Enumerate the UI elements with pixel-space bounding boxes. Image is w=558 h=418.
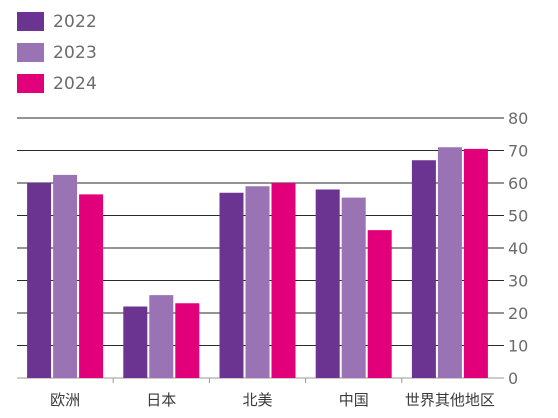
bar-2024-3 bbox=[367, 230, 392, 378]
legend-swatch-2023 bbox=[17, 43, 44, 62]
y-tick-label: 70 bbox=[508, 142, 528, 161]
bar-2023-1 bbox=[149, 295, 174, 378]
legend-label-2023: 2023 bbox=[53, 42, 98, 63]
x-category-label: 欧洲 bbox=[50, 391, 80, 409]
bar-2024-4 bbox=[463, 148, 488, 378]
bar-2022-0 bbox=[27, 183, 52, 378]
y-tick-label: 50 bbox=[508, 207, 528, 226]
legend-swatch-2022 bbox=[17, 12, 44, 31]
y-tick-label: 30 bbox=[508, 272, 528, 291]
bar-2022-4 bbox=[411, 160, 436, 378]
legend-label-2022: 2022 bbox=[53, 11, 98, 32]
y-tick-label: 10 bbox=[508, 337, 528, 356]
y-tick-label: 80 bbox=[508, 109, 528, 128]
bar-2022-2 bbox=[219, 192, 244, 378]
y-tick-label: 60 bbox=[508, 174, 528, 193]
legend-swatch-2024 bbox=[17, 74, 44, 93]
x-category-label: 日本 bbox=[146, 391, 176, 409]
bar-2024-1 bbox=[175, 303, 200, 378]
bar-2023-2 bbox=[245, 186, 270, 378]
bar-2023-4 bbox=[437, 147, 462, 378]
bar-2023-0 bbox=[53, 174, 78, 378]
y-tick-label: 40 bbox=[508, 239, 528, 258]
y-tick-label: 20 bbox=[508, 304, 528, 323]
bar-2022-1 bbox=[123, 306, 148, 378]
bar-2024-0 bbox=[79, 194, 104, 378]
legend-label-2024: 2024 bbox=[53, 73, 98, 94]
bar-2023-3 bbox=[341, 197, 366, 378]
bar-2022-3 bbox=[315, 189, 340, 378]
x-category-label: 中国 bbox=[339, 391, 369, 409]
x-category-label: 世界其他地区 bbox=[405, 391, 495, 409]
bar-2024-2 bbox=[271, 183, 296, 378]
legend: 2022 2023 2024 bbox=[17, 12, 97, 105]
y-tick-label: 0 bbox=[508, 369, 518, 388]
x-category-label: 北美 bbox=[242, 391, 272, 409]
legend-item-2023: 2023 bbox=[17, 42, 98, 63]
legend-item-2024: 2024 bbox=[17, 73, 98, 94]
legend-item-2022: 2022 bbox=[17, 11, 98, 32]
